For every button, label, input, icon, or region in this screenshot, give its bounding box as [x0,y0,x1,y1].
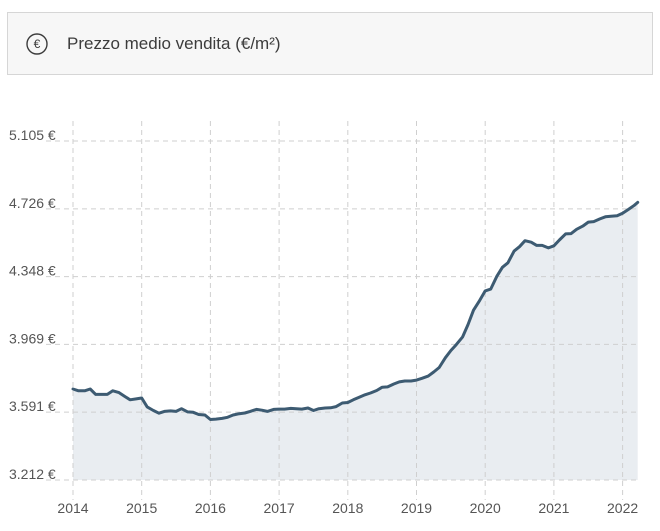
x-tick-label: 2018 [332,500,363,516]
x-tick-label: 2019 [401,500,432,516]
x-tick-label: 2021 [538,500,569,516]
y-tick-label: 3.969 € [9,330,56,346]
euro-icon: € [26,33,48,55]
y-tick-label: 3.212 € [9,466,56,482]
area-fill [73,202,638,480]
metric-header: € Prezzo medio vendita (€/m²) [7,12,653,75]
y-tick-label: 4.348 € [9,263,56,279]
y-tick-label: 3.591 € [9,398,56,414]
page-title: Prezzo medio vendita (€/m²) [67,34,281,53]
x-tick-label: 2015 [126,500,157,516]
y-tick-label: 4.726 € [9,195,56,211]
x-tick-label: 2022 [607,500,638,516]
x-tick-label: 2014 [57,500,88,516]
price-line [71,200,640,421]
x-tick-label: 2020 [470,500,501,516]
svg-text:€: € [34,37,41,51]
x-tick-label: 2016 [195,500,226,516]
y-tick-label: 5.105 € [9,127,56,143]
x-tick-label: 2017 [264,500,295,516]
